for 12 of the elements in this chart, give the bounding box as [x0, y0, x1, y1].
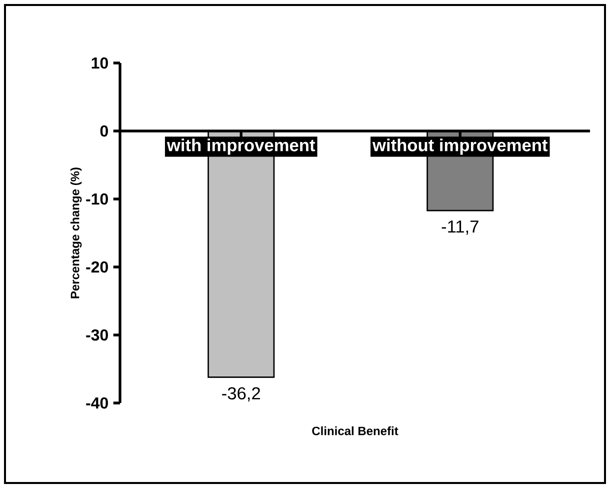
- x-axis-title: Clinical Benefit: [312, 426, 398, 436]
- y-tick-label: -40: [86, 397, 108, 409]
- y-tick-label: -30: [86, 329, 108, 341]
- y-tick-label: 10: [92, 57, 108, 69]
- y-tick-label: -20: [86, 261, 108, 273]
- y-tick-label: 0: [100, 125, 108, 137]
- data-label: -36,2: [222, 387, 260, 402]
- y-tick-label: -10: [86, 193, 108, 205]
- x-tick-label: without improvement: [372, 138, 548, 155]
- x-tick-label: with improvement: [166, 138, 316, 155]
- data-label: -11,7: [442, 220, 478, 235]
- y-axis-title: Percentage change (%): [70, 168, 82, 298]
